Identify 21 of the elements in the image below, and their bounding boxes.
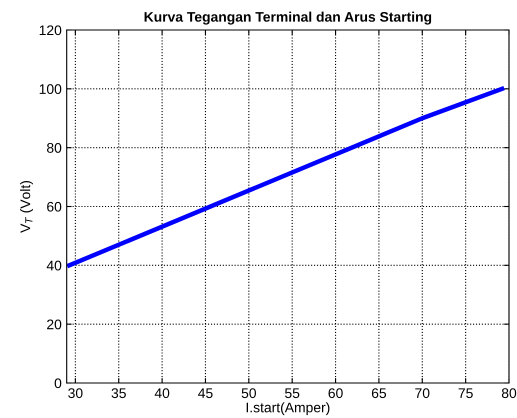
x-tick-label: 65: [372, 388, 386, 398]
y-axis-title: V$_{T}$ (Volt): [20, 180, 33, 233]
x-tick-label: 80: [502, 388, 516, 398]
chart-title: Kurva Tegangan Terminal dan Arus Starting: [144, 12, 432, 25]
x-tick-label: 30: [68, 388, 83, 398]
x-tick-label: 55: [285, 388, 300, 398]
x-tick-label: 35: [112, 388, 126, 398]
y-tick-label: 40: [46, 260, 62, 271]
x-axis-title: I.start(Amper): [246, 402, 330, 416]
x-tick-label: 70: [415, 388, 430, 398]
y-tick-label: 20: [47, 320, 62, 330]
y-tick-label: 0: [54, 378, 62, 388]
x-tick-label: 60: [328, 388, 343, 398]
x-tick-label: 40: [154, 388, 170, 398]
y-tick-label: 120: [40, 25, 62, 36]
y-tick-label: 60: [47, 202, 62, 212]
x-tick-label: 50: [242, 388, 256, 398]
x-tick-label: 75: [458, 388, 473, 398]
y-tick-label: 80: [46, 143, 62, 153]
y-tick-label: 100: [40, 84, 62, 94]
x-tick-label: 45: [198, 388, 213, 398]
